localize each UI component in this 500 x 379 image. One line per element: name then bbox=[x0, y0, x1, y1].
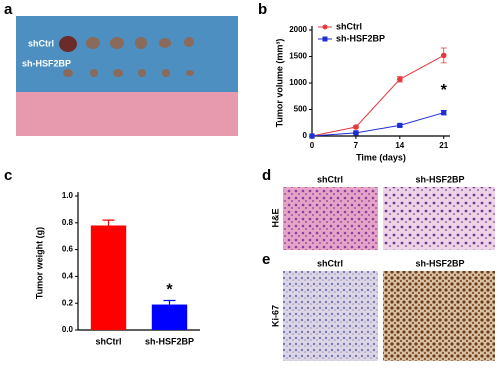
y-tick-label: 0.6 bbox=[62, 245, 74, 254]
y-axis-label: Tumor weight (g) bbox=[34, 227, 44, 299]
histology-image bbox=[383, 187, 495, 250]
data-point bbox=[397, 122, 403, 128]
y-axis-label: Tumor volume (mm³) bbox=[274, 39, 284, 128]
x-tick-label: 7 bbox=[354, 141, 359, 150]
legend-label: sh-HSF2BP bbox=[336, 33, 385, 43]
y-tick-label: 0.4 bbox=[62, 272, 74, 281]
legend-label: shCtrl bbox=[336, 21, 362, 31]
data-point bbox=[441, 110, 447, 116]
data-point bbox=[397, 76, 403, 83]
y-tick-label: 1500 bbox=[289, 52, 307, 61]
panel-letter: b bbox=[258, 1, 267, 18]
panel-letter: d bbox=[262, 167, 271, 184]
histology-image bbox=[383, 271, 495, 361]
bar bbox=[90, 225, 127, 330]
data-point bbox=[353, 130, 359, 136]
data-point bbox=[440, 52, 447, 59]
histology-image bbox=[283, 271, 378, 361]
column-label: shCtrl bbox=[317, 174, 343, 184]
panel-letter: c bbox=[4, 167, 12, 184]
x-axis-label: Time (days) bbox=[356, 152, 406, 162]
ruler bbox=[16, 92, 238, 136]
data-point bbox=[353, 124, 359, 130]
row-label: H&E bbox=[270, 208, 280, 227]
y-tick-label: 1.0 bbox=[62, 191, 74, 200]
row-label: shCtrl bbox=[28, 38, 54, 48]
panel-letter: e bbox=[262, 251, 270, 268]
legend-marker bbox=[322, 24, 328, 30]
y-tick-label: 0.2 bbox=[62, 298, 74, 307]
histology-image bbox=[283, 187, 378, 250]
series-line bbox=[311, 55, 444, 137]
error-bar bbox=[102, 219, 115, 226]
annotation: * bbox=[441, 82, 448, 99]
series-line bbox=[311, 112, 444, 137]
legend-marker bbox=[322, 36, 328, 42]
column-label: shCtrl bbox=[317, 258, 343, 268]
x-tick-label: 0 bbox=[310, 141, 315, 150]
error-bar bbox=[163, 299, 176, 305]
y-tick-label: 0 bbox=[303, 131, 308, 140]
bar bbox=[151, 304, 188, 330]
column-label: sh-HSF2BP bbox=[415, 174, 464, 184]
tumors bbox=[59, 36, 194, 77]
y-tick-label: 0.8 bbox=[62, 218, 74, 227]
y-tick-label: 1000 bbox=[289, 78, 307, 87]
y-tick-label: 0.0 bbox=[62, 325, 74, 334]
x-tick-label: sh-HSF2BP bbox=[145, 336, 194, 346]
panel-letter: a bbox=[4, 1, 13, 18]
y-tick-label: 2000 bbox=[289, 25, 307, 34]
column-label: sh-HSF2BP bbox=[415, 258, 464, 268]
row-label: Ki-67 bbox=[270, 305, 280, 327]
x-tick-label: shCtrl bbox=[95, 336, 121, 346]
annotation: * bbox=[166, 282, 173, 299]
x-tick-label: 21 bbox=[439, 141, 448, 150]
x-tick-label: 14 bbox=[395, 141, 404, 150]
row-label: sh-HSF2BP bbox=[22, 58, 71, 68]
data-point bbox=[309, 133, 315, 139]
y-tick-label: 500 bbox=[294, 105, 308, 114]
